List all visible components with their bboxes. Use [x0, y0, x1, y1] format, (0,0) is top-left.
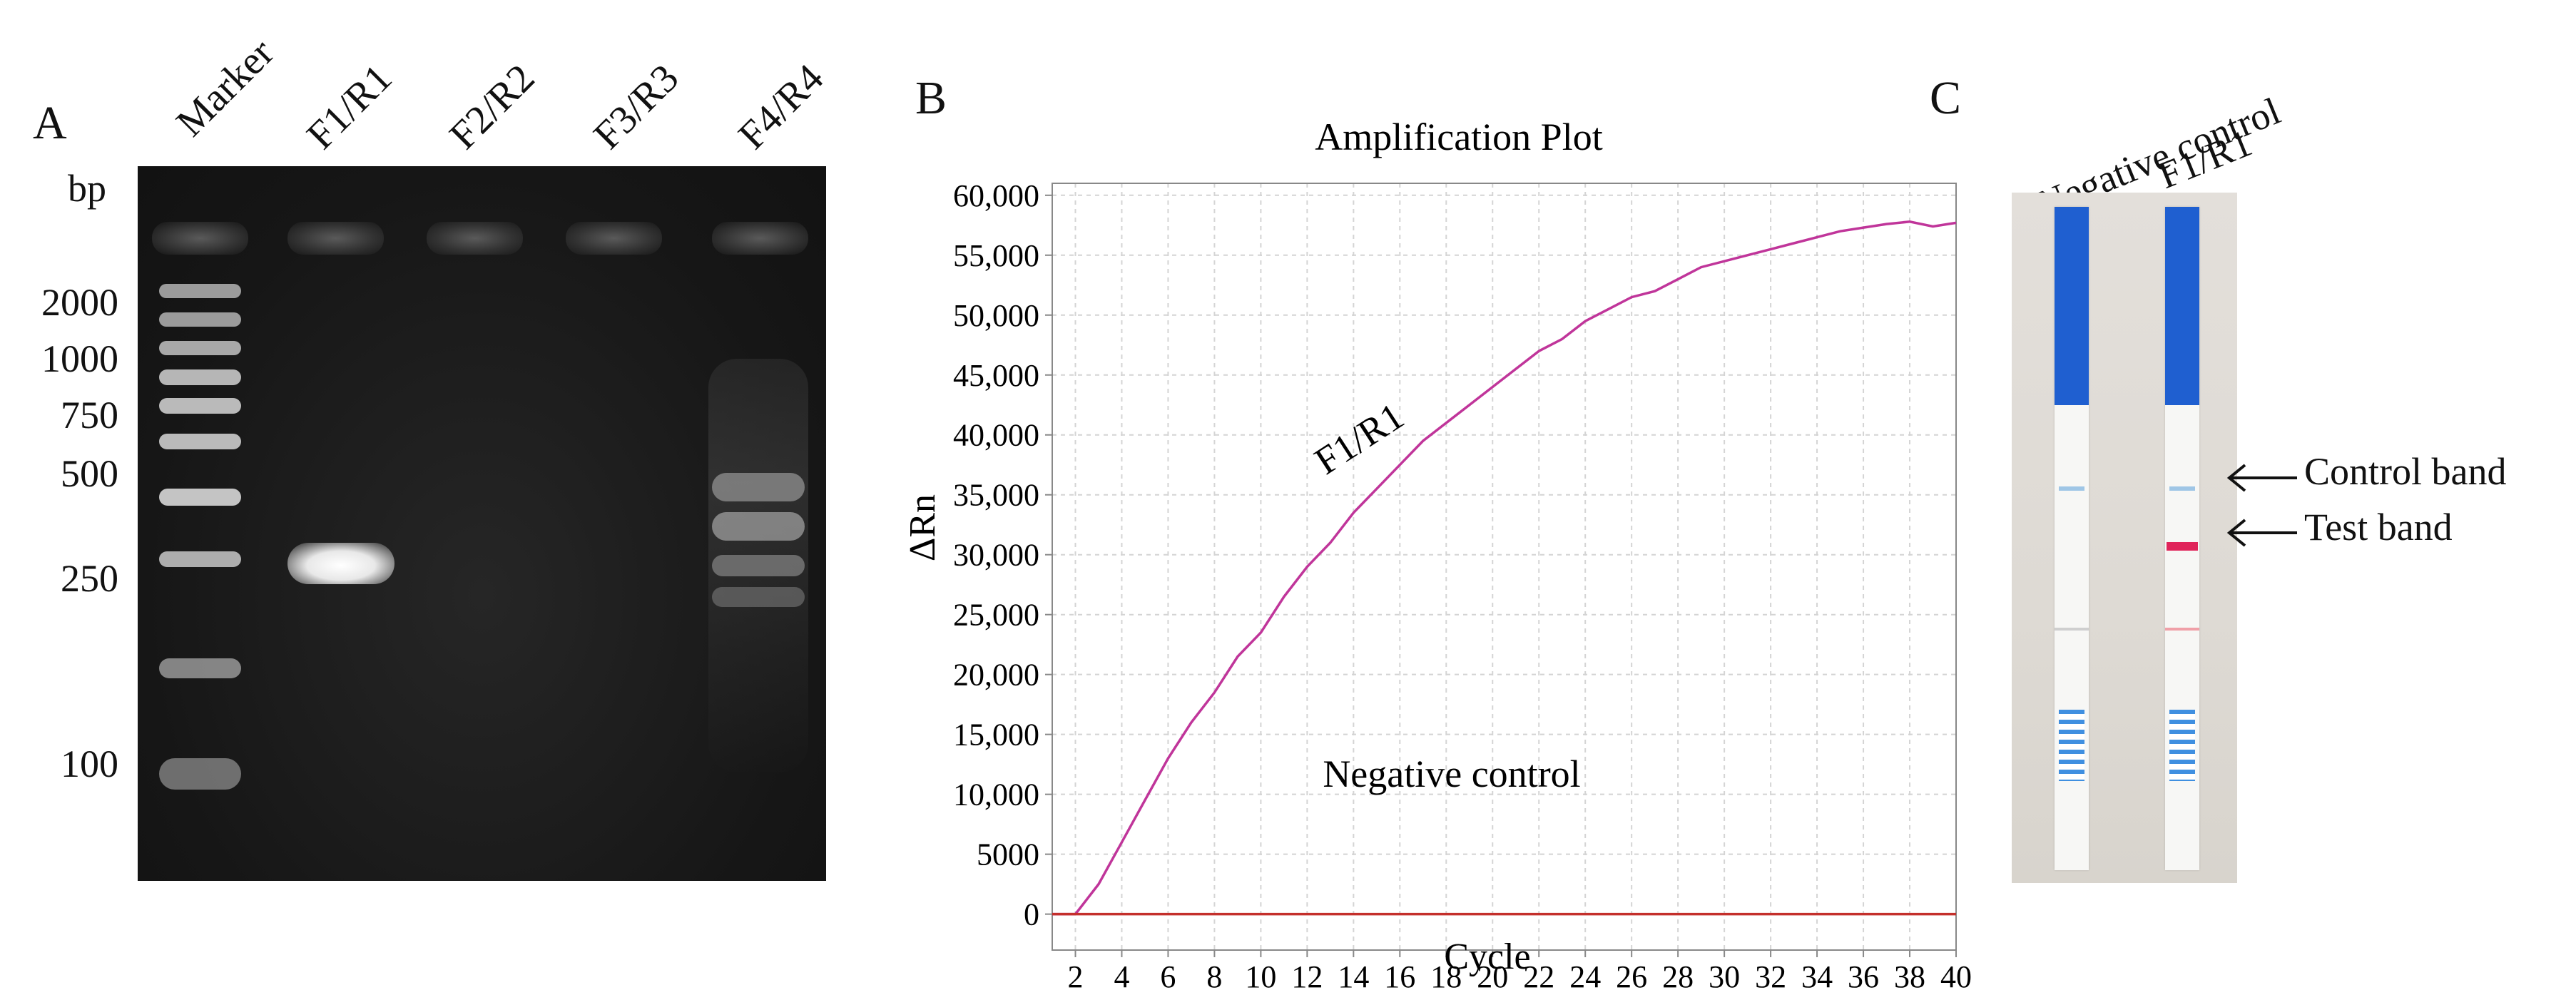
bp-label-500: 500	[61, 452, 118, 495]
chart-title: Amplification Plot	[1315, 116, 1602, 158]
x-tick-label: 34	[1801, 959, 1833, 994]
bp-label-250: 250	[61, 557, 118, 600]
strip-arrow-marks	[2169, 710, 2195, 781]
x-tick-label: 18	[1430, 959, 1462, 994]
plot-area-border	[1052, 183, 1957, 951]
x-tick-label: 10	[1245, 959, 1276, 994]
lane-label-marker: Marker	[168, 30, 282, 146]
product-band-f4r4	[712, 555, 805, 576]
strip-f1r1	[2165, 207, 2199, 870]
amplification-plot: Amplification Plot 0 5000 10,000 15,000 20,0…	[902, 116, 1972, 994]
product-band-f4r4	[712, 587, 805, 607]
product-band-f1r1	[287, 543, 394, 584]
test-band-label: Test band	[2304, 506, 2453, 549]
y-tick-label: 60,000	[953, 178, 1039, 213]
panel-a-letter: A	[33, 97, 67, 149]
strip-arrow-marks	[2059, 710, 2084, 781]
arrow-icon	[2226, 519, 2297, 547]
ladder-band	[159, 341, 241, 355]
y-tick-label: 10,000	[953, 777, 1039, 812]
gel-well-marker	[152, 222, 248, 255]
x-tick-label: 8	[1206, 959, 1222, 994]
control-band-negative	[2059, 486, 2084, 491]
lane-label-f4r4: F4/R4	[730, 56, 833, 158]
x-axis: 2 4 6 8 10 12 14 16 18 20 22 24 26 28 30 32 34 36 38 40	[1067, 950, 1972, 994]
series-line-f1r1	[1052, 220, 1957, 916]
y-tick-label: 25,000	[953, 598, 1039, 633]
x-tick-label: 28	[1662, 959, 1694, 994]
bp-label-1000: 1000	[41, 337, 118, 380]
lane-label-f2r2: F2/R2	[441, 56, 544, 158]
annotation-negative-control: Negative control	[1323, 752, 1580, 795]
chart-grid	[1052, 183, 1957, 950]
y-tick-label: 5000	[977, 837, 1039, 872]
y-tick-label: 20,000	[953, 658, 1039, 693]
gel-image	[138, 166, 826, 881]
x-tick-label: 4	[1114, 959, 1129, 994]
y-tick-label: 55,000	[953, 238, 1039, 273]
y-tick-label: 30,000	[953, 538, 1039, 573]
series-lines	[1052, 220, 1957, 916]
lane-label-f3r3: F3/R3	[585, 56, 688, 158]
test-band-f1r1	[2167, 542, 2198, 551]
x-tick-label: 24	[1569, 959, 1601, 994]
bp-label-100: 100	[61, 743, 118, 785]
x-axis-title: Cycle	[1444, 937, 1530, 977]
strip-sample-pad	[2165, 207, 2199, 405]
x-tick-label: 6	[1160, 959, 1176, 994]
control-band-f1r1	[2169, 486, 2195, 491]
x-tick-label: 26	[1616, 959, 1647, 994]
ladder-band	[159, 758, 241, 790]
y-axis: 0 5000 10,000 15,000 20,000 25,000 30,000 35,00…	[953, 178, 1052, 932]
panel-c-letter: C	[1930, 72, 1962, 124]
y-tick-label: 40,000	[953, 418, 1039, 453]
pointer-arrows	[2226, 464, 2297, 547]
control-band-label: Control band	[2304, 450, 2507, 493]
lane-label-f1r1: F1/R1	[298, 56, 401, 158]
ladder-band	[159, 551, 241, 567]
x-tick-label: 36	[1848, 959, 1879, 994]
x-tick-label: 38	[1894, 959, 1925, 994]
product-band-f4r4	[712, 512, 805, 541]
y-axis-title: ΔRn	[902, 494, 943, 561]
gel-well-f4r4	[712, 222, 808, 255]
arrow-icon	[2226, 464, 2297, 492]
y-tick-label: 45,000	[953, 358, 1039, 393]
x-tick-label: 2	[1067, 959, 1083, 994]
ladder-band	[159, 658, 241, 678]
bp-unit-label: bp	[68, 167, 106, 210]
bp-label-2000: 2000	[41, 281, 118, 324]
strip-negative-control	[2055, 207, 2089, 870]
y-tick-label: 50,000	[953, 298, 1039, 333]
strip-divider	[2165, 628, 2199, 631]
x-tick-label: 12	[1291, 959, 1323, 994]
y-tick-label: 35,000	[953, 478, 1039, 513]
product-band-f4r4	[712, 473, 805, 501]
lateral-flow-photo	[2012, 193, 2237, 883]
strip-sample-pad	[2055, 207, 2089, 405]
panel-b-letter: B	[915, 72, 947, 124]
x-tick-label: 20	[1477, 959, 1508, 994]
x-tick-label: 22	[1523, 959, 1554, 994]
ladder-band	[159, 434, 241, 449]
x-tick-label: 40	[1940, 959, 1972, 994]
gel-well-f2r2	[427, 222, 523, 255]
ladder-band	[159, 398, 241, 414]
ladder-band	[159, 284, 241, 298]
x-tick-label: 16	[1384, 959, 1415, 994]
x-tick-label: 14	[1338, 959, 1369, 994]
gel-well-f3r3	[566, 222, 662, 255]
x-tick-label: 32	[1755, 959, 1786, 994]
y-tick-label: 0	[1024, 897, 1039, 932]
x-tick-label: 30	[1709, 959, 1740, 994]
ladder-band	[159, 369, 241, 385]
ladder-band	[159, 312, 241, 327]
bp-label-750: 750	[61, 394, 118, 437]
ladder-band	[159, 489, 241, 506]
strip-divider	[2055, 628, 2089, 631]
gel-well-f1r1	[287, 222, 384, 255]
y-tick-label: 15,000	[953, 718, 1039, 752]
